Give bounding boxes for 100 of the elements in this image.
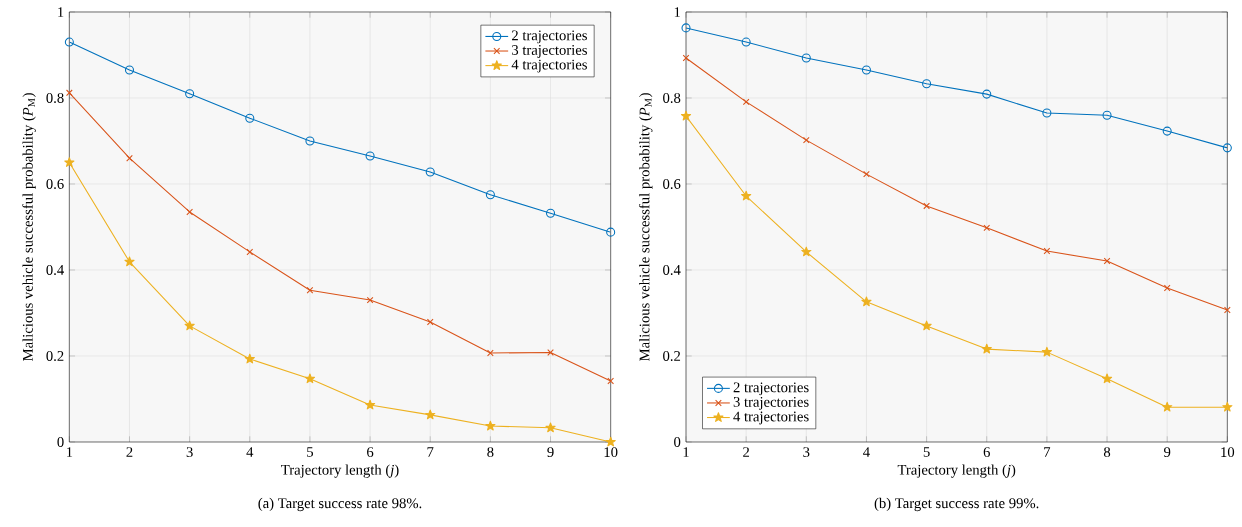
- y-tick-label: 0.2: [663, 351, 681, 361]
- legend-label: 4 trajectories: [733, 411, 809, 425]
- point: [742, 98, 750, 106]
- point: [185, 89, 195, 99]
- x-tick-label: 6: [983, 447, 990, 457]
- point: [921, 320, 932, 331]
- point: [861, 296, 872, 307]
- point: [1041, 346, 1052, 357]
- y-tick-label: 0.6: [46, 179, 64, 189]
- point: [681, 23, 691, 33]
- point: [1043, 247, 1051, 255]
- point: [425, 409, 436, 420]
- legend-label: 3 trajectories: [512, 45, 587, 58]
- point: [863, 170, 870, 178]
- point: [1163, 284, 1171, 292]
- point: [801, 53, 811, 63]
- point: [124, 256, 135, 267]
- y-tick-label: 0: [674, 437, 681, 447]
- legend-label: 3 trajectories: [733, 397, 809, 410]
- x-tick-label: 3: [803, 447, 810, 457]
- x-tick-label: 5: [307, 447, 314, 457]
- point: [304, 373, 316, 384]
- point: [364, 399, 376, 410]
- point: [680, 110, 692, 121]
- x-tick-label: 4: [863, 447, 870, 457]
- x-tick-label: 10: [604, 447, 618, 458]
- point: [126, 154, 133, 162]
- point: [124, 65, 135, 75]
- x-tick-label: 5: [923, 447, 930, 457]
- point: [982, 89, 992, 99]
- point: [1103, 257, 1111, 265]
- point: [1162, 401, 1173, 412]
- point: [605, 436, 616, 447]
- x-tick-label: 9: [1164, 447, 1171, 457]
- x-tick-label: 1: [66, 447, 73, 457]
- text: (a) Target success rate 98%.: [258, 497, 422, 512]
- point: [1222, 143, 1232, 153]
- point: [245, 113, 255, 123]
- point: [1223, 306, 1231, 314]
- point: [425, 167, 435, 177]
- point: [184, 320, 195, 331]
- x-tick-label: 7: [1044, 447, 1051, 457]
- point: [981, 343, 992, 354]
- point: [305, 136, 315, 146]
- point: [802, 136, 810, 144]
- point: [861, 65, 871, 75]
- point: [1101, 373, 1113, 384]
- point: [1222, 401, 1233, 412]
- y-tick-label: 1: [58, 7, 64, 17]
- x-tick-label: 8: [1103, 447, 1111, 458]
- point: [65, 89, 73, 97]
- point: [801, 246, 812, 257]
- x-tick-label: 7: [427, 447, 434, 457]
- legend-label: 4 trajectories: [511, 59, 587, 73]
- point: [606, 227, 616, 237]
- y-tick-label: 0.8: [663, 93, 681, 103]
- y-tick-label: 0.4: [46, 265, 64, 275]
- point: [545, 208, 556, 218]
- point: [244, 353, 255, 364]
- x-tick-label: 9: [547, 447, 554, 457]
- x-tick-label: 10: [1221, 447, 1235, 458]
- x-tick-label: 2: [126, 447, 133, 457]
- legend-label: 2 trajectories: [512, 30, 587, 44]
- point: [365, 151, 375, 161]
- y-axis-title: Malicious vehicle successful probability (P$_{M}$): [22, 93, 36, 361]
- point: [485, 420, 496, 431]
- point: [983, 224, 991, 232]
- point: [426, 318, 434, 326]
- x-tick-label: 1: [683, 447, 689, 457]
- x-axis-title: Trajectory length (j): [281, 464, 399, 478]
- point: [306, 286, 314, 294]
- text: (b) Target success rate 99%.: [874, 497, 1039, 512]
- x-tick-label: 8: [487, 447, 494, 458]
- y-axis-title: Malicious vehicle successful probability (P$_{M}$): [638, 93, 653, 361]
- y-tick-label: 0: [57, 437, 64, 447]
- x-tick-label: 2: [743, 447, 750, 457]
- y-tick-label: 0.4: [663, 265, 681, 275]
- x-axis-title: Trajectory length (j): [897, 464, 1016, 478]
- point: [487, 349, 494, 357]
- point: [741, 190, 752, 201]
- point: [64, 37, 74, 47]
- point: [186, 208, 194, 216]
- point: [607, 377, 615, 385]
- y-tick-label: 0.6: [663, 179, 681, 189]
- point: [246, 248, 254, 256]
- point: [1162, 126, 1172, 136]
- point: [545, 422, 556, 433]
- point: [923, 202, 930, 210]
- x-tick-label: 3: [186, 447, 193, 457]
- point: [1102, 110, 1112, 120]
- x-tick-label: 6: [367, 447, 374, 457]
- point: [922, 79, 932, 89]
- point: [366, 296, 374, 304]
- point: [64, 157, 75, 167]
- x-tick-label: 4: [246, 447, 254, 457]
- point: [1042, 108, 1052, 118]
- y-tick-label: 1: [674, 7, 680, 17]
- y-tick-label: 0.2: [46, 351, 64, 361]
- y-tick-label: 0.8: [46, 93, 64, 103]
- point: [485, 190, 495, 200]
